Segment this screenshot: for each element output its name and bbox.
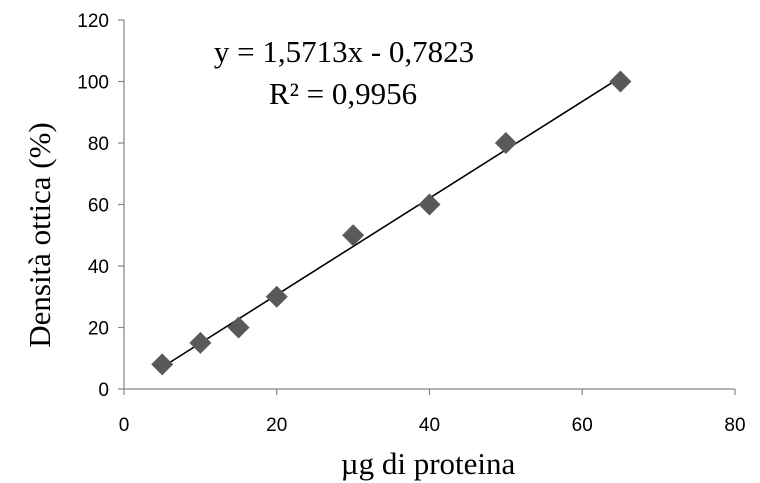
y-tick-label: 40 [88,257,109,278]
x-tick-label: 60 [572,415,593,436]
y-tick-label: 0 [98,380,109,401]
data-point [418,193,441,216]
y-tick-label: 60 [88,196,109,217]
trendline [161,76,621,368]
data-points [151,70,632,376]
data-point [265,285,288,308]
data-point [227,316,250,339]
trendline-r2: R² = 0,9956 [269,76,417,111]
y-tick-label: 20 [88,319,109,340]
y-ticks [118,19,124,390]
x-tick-label: 80 [724,415,745,436]
y-tick-label: 80 [88,134,109,155]
x-tick-label: 20 [266,415,287,436]
x-tick-labels: 0 20 40 60 80 [119,415,746,436]
x-axis-title: µg di proteina [341,446,516,481]
y-tick-label: 100 [77,73,109,94]
x-ticks [123,389,736,395]
data-point [151,353,174,376]
y-tick-labels: 0 20 40 60 80 100 120 [77,11,109,401]
y-axis-title: Densità ottica (%) [22,122,57,348]
y-tick-label: 120 [77,11,109,32]
data-point [494,132,517,154]
data-point [609,70,632,93]
x-tick-label: 40 [419,415,440,436]
axes [118,19,736,395]
trendline-equation: y = 1,5713x - 0,7823 [214,34,474,69]
data-point [342,224,365,247]
data-point [189,331,212,354]
x-tick-label: 0 [119,415,130,436]
trendline-group [161,76,621,368]
